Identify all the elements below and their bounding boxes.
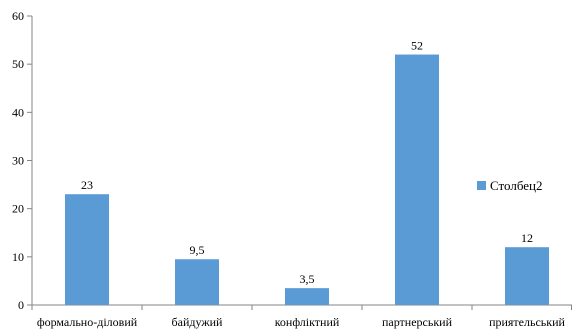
bar	[395, 54, 439, 306]
x-tick-label: байдужий	[172, 315, 224, 329]
x-tick-label: приятельський	[489, 315, 565, 329]
y-tick-label: 50	[12, 57, 24, 71]
x-tick-label: формально-діловий	[37, 315, 138, 329]
bar	[285, 288, 329, 305]
data-label: 23	[81, 178, 93, 192]
y-tick-label: 30	[12, 154, 24, 168]
legend: Столбец2	[477, 178, 543, 193]
y-tick-label: 10	[12, 250, 24, 264]
y-tick-label: 20	[12, 202, 24, 216]
y-tick-label: 40	[12, 105, 24, 119]
data-label: 3,5	[300, 272, 315, 286]
x-tick-label: конфліктний	[275, 315, 340, 329]
data-label: 12	[521, 231, 533, 245]
data-label: 52	[411, 39, 423, 53]
data-label: 9,5	[190, 243, 205, 257]
legend-label: Столбец2	[490, 178, 543, 193]
data-labels: 23 9,5 3,5 52 12	[81, 39, 533, 287]
y-axis: 0 10 20 30 40 50 60	[12, 9, 33, 312]
x-tick-label: партнерський	[382, 315, 453, 329]
legend-swatch	[477, 181, 486, 190]
y-tick-label: 60	[12, 9, 24, 23]
x-axis: формально-діловий байдужий конфліктний парт…	[31, 304, 572, 329]
bar	[505, 247, 549, 305]
bar	[175, 259, 219, 305]
bar-series	[65, 54, 549, 306]
y-tick-label: 0	[18, 298, 24, 312]
bar	[65, 194, 109, 305]
